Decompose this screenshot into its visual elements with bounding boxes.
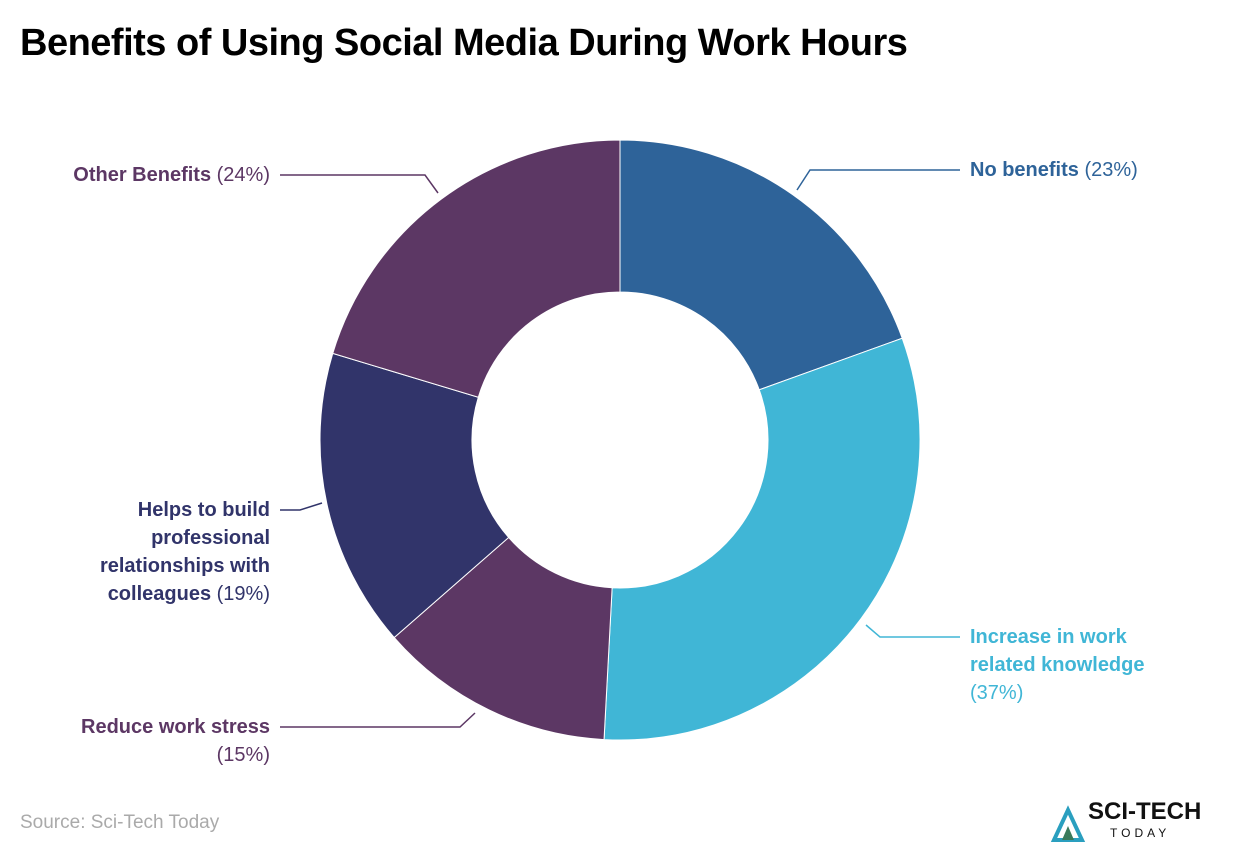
slice-label: Increase in work related knowledge (37%): [970, 623, 1190, 707]
donut-slice: [319, 352, 510, 639]
value-label: (19%): [216, 583, 270, 605]
slice-label: No benefits (23%): [970, 156, 1210, 184]
donut-slice: [393, 536, 613, 741]
leader-line: [796, 169, 960, 191]
slice-label: Other Benefits (24%): [30, 161, 270, 189]
logo: SCI-TECH TODAY: [1050, 798, 1230, 844]
category-label: Increase in work related knowledge: [970, 626, 1145, 676]
category-label: Other Benefits: [73, 164, 212, 186]
category-label: Helps to build professional relationship…: [99, 499, 270, 605]
leader-line: [280, 174, 439, 194]
slice-label: Reduce work stress (15%): [30, 713, 270, 769]
value-label: (37%): [970, 682, 1024, 704]
slice-label: Helps to build professional relationship…: [60, 496, 270, 608]
leader-line: [865, 624, 960, 638]
category-label: Reduce work stress: [81, 716, 270, 738]
chart-title: Benefits of Using Social Media During Wo…: [20, 22, 908, 64]
leader-line: [280, 712, 476, 728]
logo-icon: [1050, 805, 1086, 842]
leader-line: [280, 502, 323, 511]
donut-slice: [619, 139, 903, 391]
source: Source: Sci-Tech Today: [20, 812, 220, 833]
value-label: (24%): [216, 164, 270, 186]
logo-text: SCI-TECH: [1088, 798, 1202, 825]
value-label: (15%): [216, 744, 270, 766]
value-label: (23%): [1084, 159, 1138, 181]
donut-slice: [332, 139, 621, 398]
donut-slice: [603, 337, 921, 741]
logo-subtext: TODAY: [1110, 826, 1171, 840]
category-label: No benefits: [970, 159, 1079, 181]
